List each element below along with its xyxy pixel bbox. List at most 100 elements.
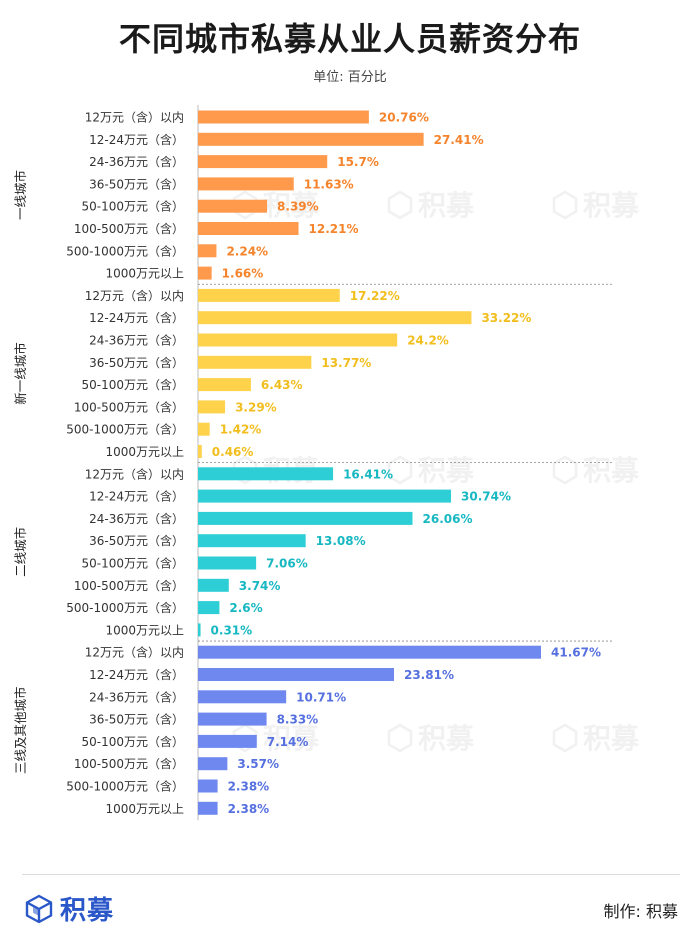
category-tick-label: 100-500万元（含） [74, 221, 184, 236]
bar [198, 155, 328, 169]
bar [198, 422, 210, 436]
value-label: 3.74% [239, 579, 281, 593]
value-label: 0.31% [211, 623, 253, 637]
watermark-text: 积募 [583, 722, 640, 755]
watermark-cube-icon [552, 455, 578, 485]
watermark-text: 积募 [418, 189, 475, 222]
bar [198, 734, 257, 748]
category-tick-label: 100-500万元（含） [74, 578, 184, 593]
watermark: 积募 [387, 454, 475, 487]
category-tick-label: 100-500万元（含） [74, 399, 184, 414]
value-label: 33.22% [481, 311, 531, 325]
bar [198, 757, 228, 771]
watermark: 积募 [232, 722, 320, 755]
bar [198, 132, 424, 146]
logo-text: 积募 [60, 896, 115, 926]
category-tick-label: 50-100万元（含） [81, 199, 184, 214]
value-label: 15.7% [337, 155, 379, 169]
bar [198, 177, 294, 191]
value-label: 13.08% [316, 534, 366, 548]
watermark-text: 积募 [263, 722, 320, 755]
bar [198, 400, 226, 414]
watermark-cube-icon [387, 723, 413, 753]
category-tick-label: 36-50万元（含） [89, 176, 184, 191]
bar [198, 333, 398, 347]
category-tick-label: 500-1000万元（含） [66, 779, 184, 794]
category-tick-label: 12-24万元（含） [89, 489, 184, 504]
category-tick-label: 50-100万元（含） [81, 377, 184, 392]
chart-subtitle: 单位: 百分比 [313, 70, 387, 85]
value-label: 2.6% [229, 601, 262, 615]
group-label: 三线及其他城市 [13, 686, 28, 774]
value-label: 27.41% [434, 133, 484, 147]
category-tick-label: 12万元（含）以内 [85, 466, 184, 481]
bar [198, 199, 268, 213]
footer-divider [22, 874, 680, 875]
bar [198, 645, 541, 659]
value-label: 7.14% [267, 735, 309, 749]
category-tick-label: 500-1000万元（含） [66, 243, 184, 258]
watermark-cube-icon [232, 190, 258, 220]
value-label: 6.43% [261, 378, 303, 392]
category-tick-label: 36-50万元（含） [89, 533, 184, 548]
watermark: 积募 [552, 454, 640, 487]
watermark-text: 积募 [263, 189, 320, 222]
category-tick-label: 12-24万元（含） [89, 310, 184, 325]
bar [198, 467, 334, 481]
watermark: 积募 [552, 722, 640, 755]
value-label: 30.74% [461, 490, 511, 504]
value-label: 10.71% [296, 690, 346, 704]
value-label: 26.06% [423, 512, 473, 526]
bar [198, 489, 452, 503]
category-tick-label: 50-100万元（含） [81, 556, 184, 571]
bar [198, 578, 229, 592]
category-tick-label: 500-1000万元（含） [66, 422, 184, 437]
watermark: 积募 [232, 189, 320, 222]
bar [198, 690, 287, 704]
bar [198, 668, 394, 681]
watermark-cube-icon [232, 455, 258, 485]
credit-text: 制作: 积募 [603, 902, 678, 921]
bar [198, 712, 267, 726]
bar [198, 311, 472, 325]
bar [198, 288, 340, 302]
value-label: 23.81% [404, 668, 454, 682]
value-label: 2.38% [228, 780, 270, 794]
category-tick-label: 1000万元以上 [105, 623, 184, 637]
watermark-cube-icon [387, 455, 413, 485]
bar [198, 511, 413, 525]
watermark-text: 积募 [583, 189, 640, 222]
value-label: 17.22% [350, 289, 400, 303]
value-label: 1.66% [222, 267, 264, 281]
group-label: 新一线城市 [13, 342, 28, 405]
bar [198, 623, 201, 637]
watermark-cube-icon [552, 723, 578, 753]
value-label: 3.57% [237, 757, 279, 771]
category-tick-label: 24-36万元（含） [89, 154, 184, 169]
category-tick-label: 24-36万元（含） [89, 333, 184, 348]
bar [198, 534, 306, 548]
group-label: 二线城市 [13, 527, 28, 577]
category-tick-label: 1000万元以上 [105, 267, 184, 281]
chart-title: 不同城市私募从业人员薪资分布 [118, 20, 581, 58]
value-label: 2.38% [228, 802, 270, 816]
category-tick-label: 12-24万元（含） [89, 132, 184, 147]
bar [198, 556, 257, 570]
value-label: 2.24% [226, 244, 268, 258]
group-label: 一线城市 [13, 170, 28, 220]
category-tick-label: 36-50万元（含） [89, 355, 184, 370]
watermark-text: 积募 [418, 454, 475, 487]
value-label: 24.2% [407, 334, 449, 348]
bar [198, 378, 251, 392]
value-label: 41.67% [551, 646, 601, 660]
watermark-text: 积募 [583, 454, 640, 487]
category-tick-label: 12万元（含）以内 [85, 110, 184, 125]
brand-logo: 积募 [24, 890, 114, 927]
value-label: 16.41% [343, 467, 393, 481]
value-label: 7.06% [266, 557, 308, 571]
category-tick-label: 12-24万元（含） [89, 667, 184, 682]
value-label: 20.76% [379, 111, 429, 125]
category-tick-label: 1000万元以上 [105, 802, 184, 816]
bar [198, 222, 299, 235]
category-tick-label: 50-100万元（含） [81, 734, 184, 749]
